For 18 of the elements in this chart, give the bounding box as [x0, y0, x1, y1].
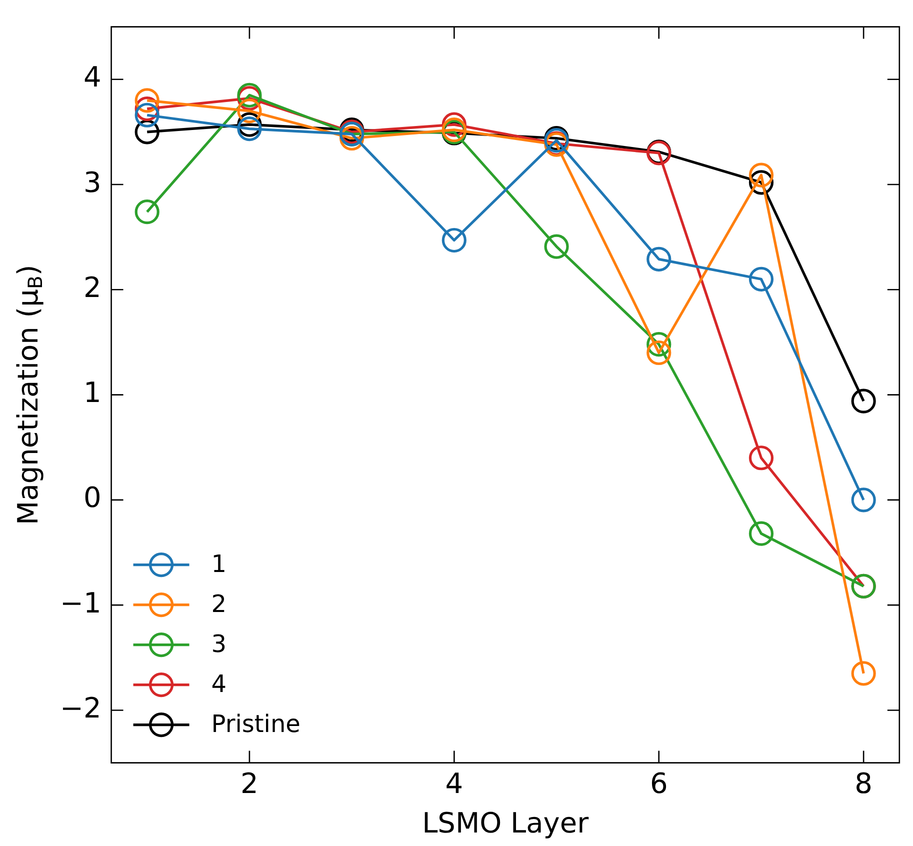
y-axis-title: Magnetization (μB) — [11, 264, 48, 525]
legend-label: 2 — [211, 590, 227, 618]
legend-label: 4 — [211, 670, 227, 698]
x-tick-label: 4 — [445, 766, 464, 800]
y-tick-label: −2 — [60, 692, 102, 725]
legend-label: Pristine — [211, 710, 300, 738]
legend-label: 3 — [211, 630, 227, 658]
x-tick-label: 2 — [240, 766, 258, 800]
y-tick-label: 3 — [83, 166, 102, 199]
y-tick-label: 1 — [83, 376, 102, 410]
x-tick-label: 6 — [650, 766, 668, 800]
x-axis-title: LSMO Layer — [422, 806, 590, 840]
y-tick-label: 0 — [83, 481, 102, 514]
x-tick-label: 8 — [854, 766, 872, 800]
legend-label: 1 — [211, 550, 227, 578]
y-tick-label: 2 — [83, 270, 102, 304]
y-tick-label: −1 — [60, 586, 102, 620]
y-tick-label: 4 — [83, 60, 102, 94]
